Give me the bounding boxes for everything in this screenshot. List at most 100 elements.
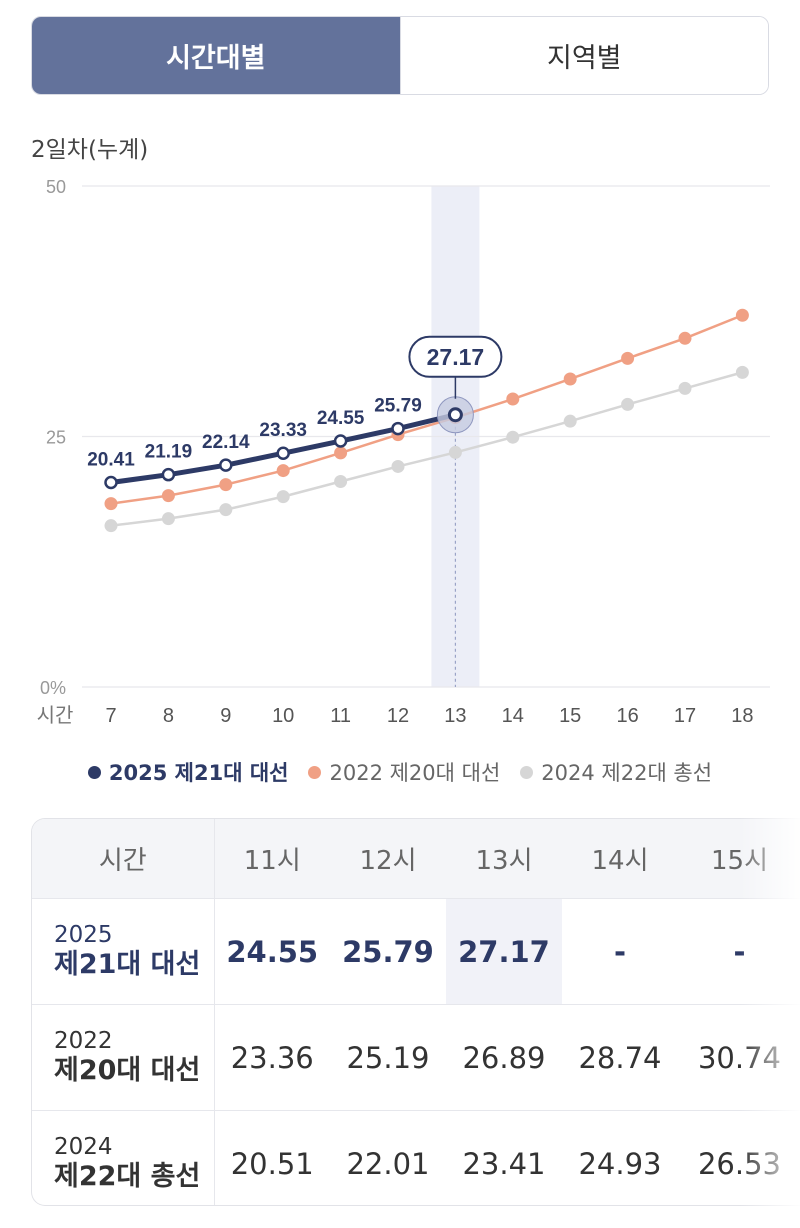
table-cell: 28.74 bbox=[562, 1004, 678, 1111]
x-tick-label: 11 bbox=[330, 705, 351, 727]
series-point bbox=[391, 421, 405, 436]
table-cell: 23.41 bbox=[462, 1146, 546, 1181]
table-row: 2025 제21대 대선 24.55 25.79 27.17 - - bbox=[32, 898, 800, 1005]
series-point bbox=[161, 489, 175, 503]
series-point bbox=[161, 512, 175, 526]
header-12: 12시 bbox=[330, 819, 446, 899]
series-point bbox=[334, 474, 348, 488]
x-tick-label: 18 bbox=[731, 705, 753, 727]
y-tick-label: 50 bbox=[46, 177, 66, 197]
x-tick-label: 17 bbox=[674, 705, 696, 727]
series-point bbox=[563, 372, 577, 386]
series-point bbox=[219, 478, 233, 492]
legend-dot-2025 bbox=[87, 765, 101, 779]
legend-label-2024: 2024 제22대 총선 bbox=[541, 761, 713, 785]
table-cell: - bbox=[562, 898, 678, 1005]
series-point bbox=[104, 497, 118, 511]
x-tick-label: 9 bbox=[220, 705, 231, 727]
view-tabs: 시간대별 지역별 bbox=[31, 16, 769, 95]
tab-by-region[interactable]: 지역별 bbox=[399, 17, 768, 94]
chart-title: 2일차(누계) bbox=[31, 137, 149, 163]
series-point bbox=[735, 365, 749, 379]
table-cell: 26.89 bbox=[446, 1004, 562, 1111]
row-year: 2025 bbox=[54, 921, 113, 948]
row-election: 제22대 총선 bbox=[54, 1161, 201, 1193]
row-year: 2024 bbox=[54, 1133, 113, 1160]
legend-label-2022: 2022 제20대 대선 bbox=[329, 761, 501, 785]
row-label: 2024 제22대 총선 bbox=[32, 1110, 215, 1205]
chart-legend: 2025 제21대 대선 2022 제20대 대선 2024 제22대 총선 bbox=[0, 757, 800, 787]
table-row: 2024 제22대 총선 20.51 22.01 23.41 24.93 26.… bbox=[32, 1110, 800, 1205]
turnout-table: 시간 11시 12시 13시 14시 15시 2025 제21대 대선 24.5… bbox=[31, 818, 800, 1206]
series-point bbox=[621, 351, 635, 365]
x-axis-label: 시간 bbox=[37, 703, 74, 727]
series-point bbox=[334, 446, 348, 460]
header-13: 13시 bbox=[446, 819, 562, 899]
y-tick-label: 0% bbox=[40, 678, 66, 698]
series-point bbox=[276, 446, 290, 460]
row-year: 2022 bbox=[54, 1027, 113, 1054]
x-tick-label: 13 bbox=[444, 705, 466, 727]
series-point bbox=[621, 397, 635, 411]
data-label: 23.33 bbox=[259, 420, 307, 441]
data-label: 25.79 bbox=[374, 396, 422, 417]
series-point bbox=[104, 475, 118, 490]
x-tick-label: 16 bbox=[616, 705, 638, 727]
table-cell: 20.51 bbox=[230, 1146, 314, 1181]
series-point bbox=[276, 490, 290, 504]
legend-dot-2024 bbox=[520, 765, 534, 779]
y-tick-label: 25 bbox=[46, 428, 66, 448]
tab-by-time[interactable]: 시간대별 bbox=[32, 17, 400, 94]
x-tick-label: 12 bbox=[387, 705, 409, 727]
legend-label-2025: 2025 제21대 대선 bbox=[108, 761, 289, 785]
legend-item-2022[interactable]: 2022 제20대 대선 bbox=[308, 757, 500, 787]
x-tick-label: 8 bbox=[163, 705, 174, 727]
series-point bbox=[391, 459, 405, 473]
table-scroll-fade bbox=[740, 818, 800, 1206]
data-label: 21.19 bbox=[145, 442, 193, 463]
table-row: 2022 제20대 대선 23.36 25.19 26.89 28.74 30.… bbox=[32, 1004, 800, 1111]
legend-item-2025[interactable]: 2025 제21대 대선 bbox=[87, 757, 289, 787]
row-election: 제21대 대선 bbox=[54, 949, 201, 981]
series-point bbox=[219, 458, 233, 472]
series-point bbox=[678, 381, 692, 395]
table-cell: 22.01 bbox=[346, 1146, 430, 1181]
table-cell: 25.19 bbox=[330, 1004, 446, 1111]
series-point bbox=[735, 308, 749, 322]
legend-item-2024[interactable]: 2024 제22대 총선 bbox=[520, 757, 712, 787]
series-point bbox=[333, 434, 348, 448]
callout-value: 27.17 bbox=[427, 344, 485, 370]
series-point bbox=[104, 519, 118, 533]
data-label: 22.14 bbox=[202, 432, 250, 453]
table-header-row: 시간 11시 12시 13시 14시 15시 bbox=[32, 819, 800, 899]
series-point bbox=[563, 414, 577, 428]
highlight-point bbox=[447, 407, 463, 423]
series-point bbox=[506, 430, 520, 444]
row-label: 2022 제20대 대선 bbox=[32, 1004, 215, 1111]
callout-bubble bbox=[408, 335, 503, 378]
table-cell: 24.93 bbox=[578, 1146, 662, 1181]
table-cell: 25.79 bbox=[330, 898, 446, 1005]
series-point bbox=[219, 503, 233, 517]
header-time: 시간 bbox=[32, 819, 215, 899]
x-tick-label: 7 bbox=[105, 705, 116, 727]
series-line-2 bbox=[110, 371, 743, 527]
header-11: 11시 bbox=[214, 819, 330, 899]
series-point bbox=[506, 392, 520, 406]
table-cell: 23.36 bbox=[214, 1004, 330, 1111]
row-election: 제20대 대선 bbox=[54, 1055, 201, 1087]
turnout-line-chart: 0% 25 50 시간 7 8 9 10 11 12 13 14 15 16 17 18 20.41 21.19 2… bbox=[37, 177, 770, 727]
series-point bbox=[161, 467, 176, 482]
x-tick-label: 14 bbox=[502, 705, 524, 727]
row-label: 2025 제21대 대선 bbox=[32, 898, 215, 1005]
series-point bbox=[276, 464, 290, 478]
series-point bbox=[678, 331, 692, 345]
x-tick-label: 15 bbox=[559, 705, 581, 727]
header-14: 14시 bbox=[562, 819, 678, 899]
table-cell: 27.17 bbox=[446, 898, 562, 1005]
data-label: 24.55 bbox=[317, 408, 365, 429]
series-point bbox=[448, 445, 462, 459]
x-tick-label: 10 bbox=[272, 705, 294, 727]
legend-dot-2022 bbox=[308, 765, 322, 779]
series-line-1 bbox=[110, 314, 743, 505]
